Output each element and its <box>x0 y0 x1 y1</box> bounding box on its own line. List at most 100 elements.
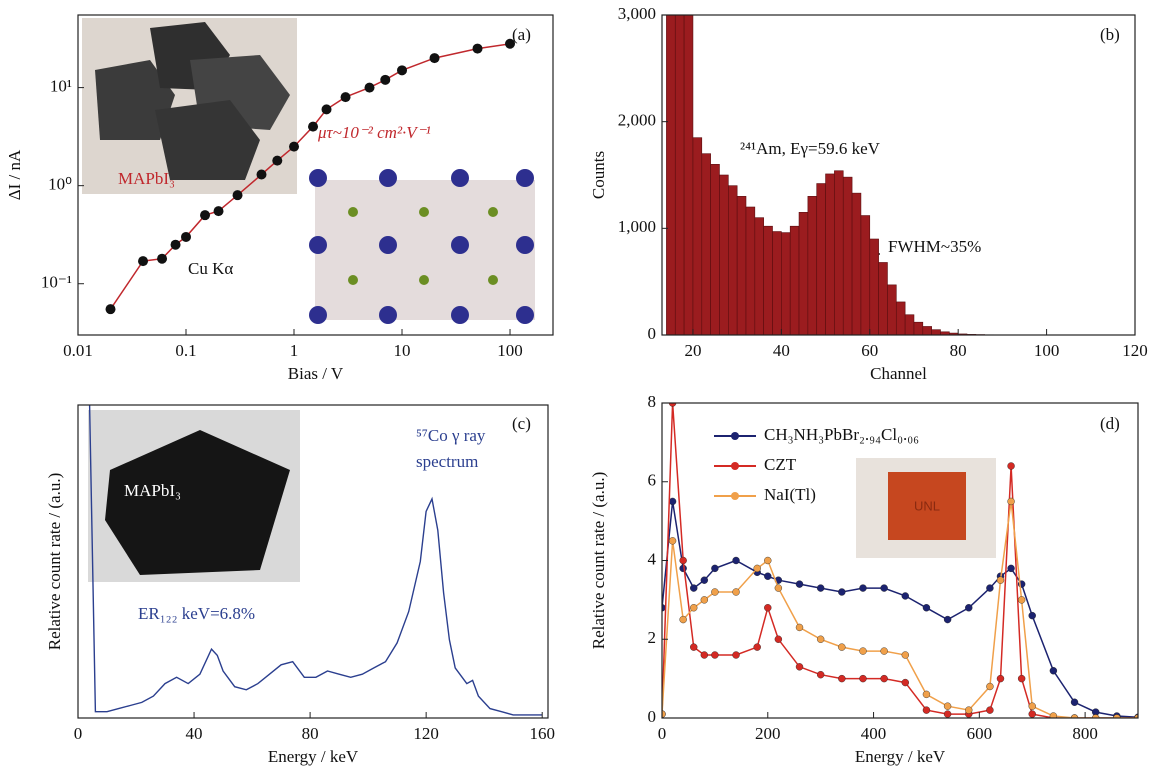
point <box>1018 596 1025 603</box>
point <box>680 616 687 623</box>
inset-crystal-a <box>309 169 535 324</box>
legend-marker <box>731 462 739 470</box>
x-tick-label: 800 <box>1072 724 1098 743</box>
bar <box>764 226 773 335</box>
point <box>1071 699 1078 706</box>
y-tick-label: 3,000 <box>618 4 656 23</box>
x-tick-label: 0.01 <box>63 341 93 360</box>
y-axis-title: Relative count rate / (a.u.) <box>589 472 608 649</box>
annotation: MAPbI₃ <box>124 481 181 500</box>
point <box>1050 667 1057 674</box>
x-tick-label: 400 <box>861 724 887 743</box>
point <box>233 190 243 200</box>
point <box>138 256 148 266</box>
point <box>106 304 116 314</box>
point <box>754 565 761 572</box>
point <box>859 648 866 655</box>
bar <box>905 315 914 335</box>
bar <box>684 15 693 335</box>
point <box>701 652 708 659</box>
y-tick-label: 0 <box>648 324 657 343</box>
inset-photo-a <box>82 18 297 194</box>
bar <box>693 138 702 335</box>
x-tick-label: 600 <box>967 724 993 743</box>
y-tick-label: 2,000 <box>618 111 656 130</box>
y-axis-title: Counts <box>589 151 608 199</box>
x-tick-label: 0 <box>74 724 83 743</box>
bar <box>843 177 852 335</box>
legend-marker <box>731 432 739 440</box>
x-tick-label: 40 <box>773 341 790 360</box>
x-tick-label: 160 <box>529 724 555 743</box>
point <box>680 557 687 564</box>
x-axis-title: Channel <box>870 364 927 383</box>
annotation: FWHM~35% <box>888 237 981 256</box>
figure: UNL (a) μτ~10⁻² cm²·V⁻¹ MAPbI₃ Cu Kα (b)… <box>0 0 1158 771</box>
point <box>711 652 718 659</box>
point <box>200 210 210 220</box>
annotation: spectrum <box>416 452 478 471</box>
bar <box>799 212 808 335</box>
point <box>881 585 888 592</box>
point <box>754 644 761 651</box>
point <box>157 254 167 264</box>
x-tick-label: 80 <box>950 341 967 360</box>
point <box>796 581 803 588</box>
x-tick-label: 60 <box>861 341 878 360</box>
bar <box>896 302 905 335</box>
point <box>838 675 845 682</box>
bar <box>808 196 817 335</box>
y-tick-label: 10⁻¹ <box>41 273 72 292</box>
x-tick-label: 40 <box>186 724 203 743</box>
bar <box>861 216 870 335</box>
y-axis-title: ΔI / nA <box>5 149 24 200</box>
bar <box>737 196 746 335</box>
y-axis-title: Relative count rate / (a.u.) <box>45 473 64 650</box>
point <box>430 53 440 63</box>
point <box>690 604 697 611</box>
inset-photo-c <box>88 410 300 582</box>
y-tick-label: 0 <box>648 707 657 726</box>
panel-label: (b) <box>1100 25 1120 44</box>
x-tick-label: 20 <box>684 341 701 360</box>
point <box>1008 565 1015 572</box>
plot <box>659 400 1142 722</box>
point <box>986 585 993 592</box>
legend-label: CZT <box>764 455 797 474</box>
point <box>965 707 972 714</box>
plot <box>666 15 993 335</box>
annotation: ²⁴¹Am, Eγ=59.6 keV <box>740 139 881 158</box>
x-tick-label: 100 <box>1034 341 1060 360</box>
bar <box>702 154 711 335</box>
point <box>214 206 224 216</box>
point <box>380 75 390 85</box>
bar <box>923 326 932 335</box>
point <box>1008 498 1015 505</box>
point <box>181 232 191 242</box>
x-axis-title: Bias / V <box>288 364 344 383</box>
point <box>272 156 282 166</box>
point <box>701 596 708 603</box>
point <box>764 573 771 580</box>
y-tick-label: 10¹ <box>50 77 72 96</box>
point <box>764 557 771 564</box>
x-tick-label: 0.1 <box>175 341 196 360</box>
point <box>473 44 483 54</box>
point <box>838 589 845 596</box>
point <box>859 585 866 592</box>
bar <box>719 175 728 335</box>
point <box>669 498 676 505</box>
point <box>817 636 824 643</box>
point <box>256 169 266 179</box>
point <box>881 675 888 682</box>
point <box>796 624 803 631</box>
bar <box>817 184 826 335</box>
point <box>365 83 375 93</box>
bar <box>675 15 684 335</box>
bar <box>790 226 799 335</box>
point <box>923 604 930 611</box>
point <box>902 652 909 659</box>
point <box>733 589 740 596</box>
y-tick-label: 1,000 <box>618 217 656 236</box>
y-tick-label: 6 <box>648 471 657 490</box>
